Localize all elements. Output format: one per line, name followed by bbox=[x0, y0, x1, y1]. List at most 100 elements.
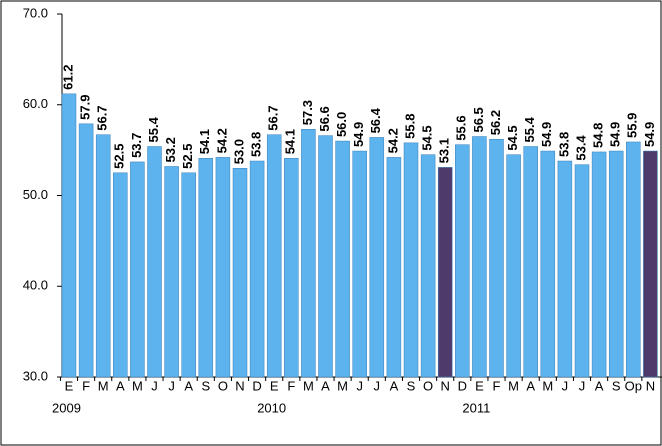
bar bbox=[540, 150, 556, 378]
bar bbox=[420, 154, 436, 378]
x-tick-label: J bbox=[579, 378, 586, 393]
value-label: 56.2 bbox=[488, 110, 503, 135]
bar bbox=[472, 136, 487, 378]
x-tick-label: M bbox=[132, 378, 143, 393]
x-tick-label: E bbox=[270, 378, 279, 393]
value-label: 61.2 bbox=[60, 65, 75, 90]
bar bbox=[557, 160, 573, 378]
value-label: 54.8 bbox=[591, 123, 606, 148]
bar bbox=[335, 140, 350, 378]
value-label: 55.6 bbox=[454, 115, 469, 140]
bar bbox=[626, 141, 641, 378]
value-label: 56.5 bbox=[471, 107, 486, 132]
year-label: 2011 bbox=[462, 400, 490, 415]
x-tick-label: O bbox=[423, 378, 433, 393]
x-tick-label: N bbox=[235, 378, 244, 393]
value-label: 53.0 bbox=[231, 139, 246, 164]
value-label: 53.8 bbox=[556, 132, 571, 157]
x-tick-label: A bbox=[321, 378, 330, 393]
value-label: 56.6 bbox=[317, 106, 332, 131]
x-tick-label: A bbox=[390, 378, 399, 393]
bar bbox=[61, 93, 77, 378]
bar bbox=[506, 154, 521, 378]
bar bbox=[198, 158, 214, 378]
y-tick-label: 50.0 bbox=[23, 187, 48, 202]
bar bbox=[386, 157, 402, 378]
year-label: 2010 bbox=[257, 400, 286, 415]
bar bbox=[301, 129, 316, 378]
bar bbox=[266, 134, 282, 378]
x-tick-label: J bbox=[356, 378, 363, 393]
x-tick-label: M bbox=[337, 378, 348, 393]
x-tick-label: S bbox=[407, 378, 416, 393]
bar bbox=[181, 172, 196, 378]
x-tick-label: J bbox=[151, 378, 158, 393]
x-tick-label: E bbox=[475, 378, 484, 393]
bar bbox=[284, 158, 299, 378]
value-label: 54.5 bbox=[420, 125, 435, 150]
x-tick-label: A bbox=[184, 378, 193, 393]
x-tick-label: M bbox=[303, 378, 314, 393]
value-label: 53.4 bbox=[573, 135, 588, 161]
bar bbox=[164, 166, 179, 378]
value-label: 53.1 bbox=[437, 138, 452, 163]
value-label: 55.4 bbox=[146, 116, 161, 142]
bar bbox=[249, 160, 265, 378]
bar bbox=[352, 150, 367, 378]
y-tick-label: 40.0 bbox=[23, 278, 48, 293]
value-label: 54.1 bbox=[283, 129, 298, 154]
value-label: 55.4 bbox=[522, 116, 537, 142]
bar bbox=[215, 157, 231, 378]
value-label: 56.7 bbox=[266, 105, 281, 130]
bar bbox=[95, 134, 111, 378]
year-label: 2009 bbox=[52, 400, 81, 415]
x-tick-label: N bbox=[441, 378, 450, 393]
value-label: 52.5 bbox=[180, 144, 195, 169]
value-label: 55.8 bbox=[402, 114, 417, 139]
x-tick-label: F bbox=[493, 378, 501, 393]
x-tick-label: F bbox=[287, 378, 295, 393]
bar bbox=[591, 151, 607, 378]
bar bbox=[78, 123, 94, 378]
value-label: 56.4 bbox=[368, 107, 383, 133]
y-tick-label: 60.0 bbox=[23, 96, 48, 111]
y-tick-label: 70.0 bbox=[23, 5, 48, 20]
value-label: 53.8 bbox=[249, 132, 264, 157]
x-tick-label: O bbox=[218, 378, 228, 393]
value-label: 54.2 bbox=[385, 128, 400, 153]
x-tick-label: Op bbox=[625, 378, 642, 393]
bar bbox=[437, 167, 453, 378]
bar bbox=[643, 150, 658, 378]
value-label: 54.5 bbox=[505, 125, 520, 150]
bar bbox=[574, 164, 590, 378]
x-tick-label: M bbox=[98, 378, 109, 393]
value-label: 54.2 bbox=[214, 128, 229, 153]
x-tick-label: A bbox=[526, 378, 535, 393]
bar bbox=[318, 135, 333, 378]
bar bbox=[113, 172, 128, 378]
value-label: 56.0 bbox=[334, 112, 349, 137]
bar bbox=[489, 138, 504, 378]
value-label: 52.5 bbox=[112, 144, 127, 169]
bar bbox=[147, 146, 162, 378]
bar bbox=[130, 161, 145, 378]
x-tick-label: E bbox=[65, 378, 74, 393]
value-label: 54.9 bbox=[642, 122, 657, 147]
x-tick-label: M bbox=[542, 378, 553, 393]
bar bbox=[369, 137, 385, 378]
x-tick-label: J bbox=[374, 378, 381, 393]
bar bbox=[455, 144, 470, 378]
value-label: 53.2 bbox=[163, 137, 178, 162]
value-label: 54.9 bbox=[539, 122, 554, 147]
x-tick-label: F bbox=[82, 378, 90, 393]
value-label: 54.9 bbox=[351, 122, 366, 147]
value-label: 54.9 bbox=[608, 122, 623, 147]
x-tick-label: A bbox=[595, 378, 604, 393]
value-label: 54.1 bbox=[197, 129, 212, 154]
value-label: 57.3 bbox=[300, 100, 315, 125]
value-label: 56.7 bbox=[95, 105, 110, 130]
x-tick-label: J bbox=[562, 378, 569, 393]
x-tick-label: S bbox=[201, 378, 210, 393]
x-tick-label: A bbox=[116, 378, 125, 393]
bar bbox=[232, 168, 248, 378]
